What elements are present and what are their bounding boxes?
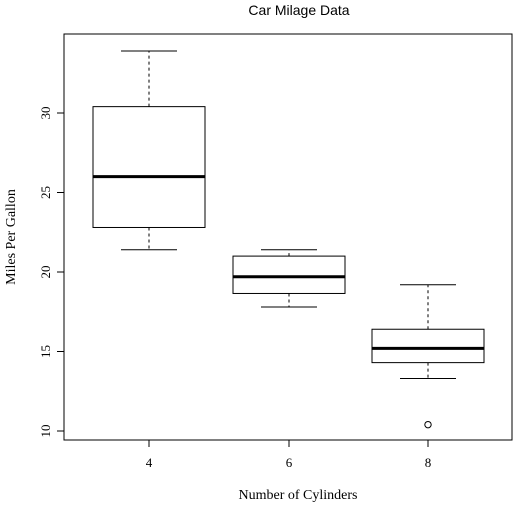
y-tick-label: 30 [38, 107, 53, 120]
box-4 [92, 50, 206, 251]
x-tick-label: 4 [146, 455, 153, 470]
x-tick-label: 8 [425, 455, 432, 470]
y-tick-label: 20 [38, 266, 53, 279]
x-axis: 4 6 8 [146, 440, 432, 470]
boxes-group [92, 50, 485, 429]
box-iqr [92, 106, 206, 228]
y-tick-label: 25 [38, 186, 53, 199]
x-axis-label: Number of Cylinders [239, 488, 358, 503]
chart-title: Car Milage Data [248, 2, 349, 18]
box-8 [371, 284, 485, 429]
box-iqr [232, 255, 346, 294]
y-tick-label: 10 [38, 425, 53, 438]
box-iqr [371, 328, 485, 364]
y-tick-label: 15 [38, 345, 53, 358]
y-axis-label: Miles Per Gallon [4, 189, 19, 285]
outlier-point [424, 420, 432, 429]
x-tick-label: 6 [286, 455, 293, 470]
y-axis: 10 15 20 25 30 [38, 107, 64, 438]
plot-frame [63, 33, 513, 441]
box-6 [232, 249, 346, 308]
